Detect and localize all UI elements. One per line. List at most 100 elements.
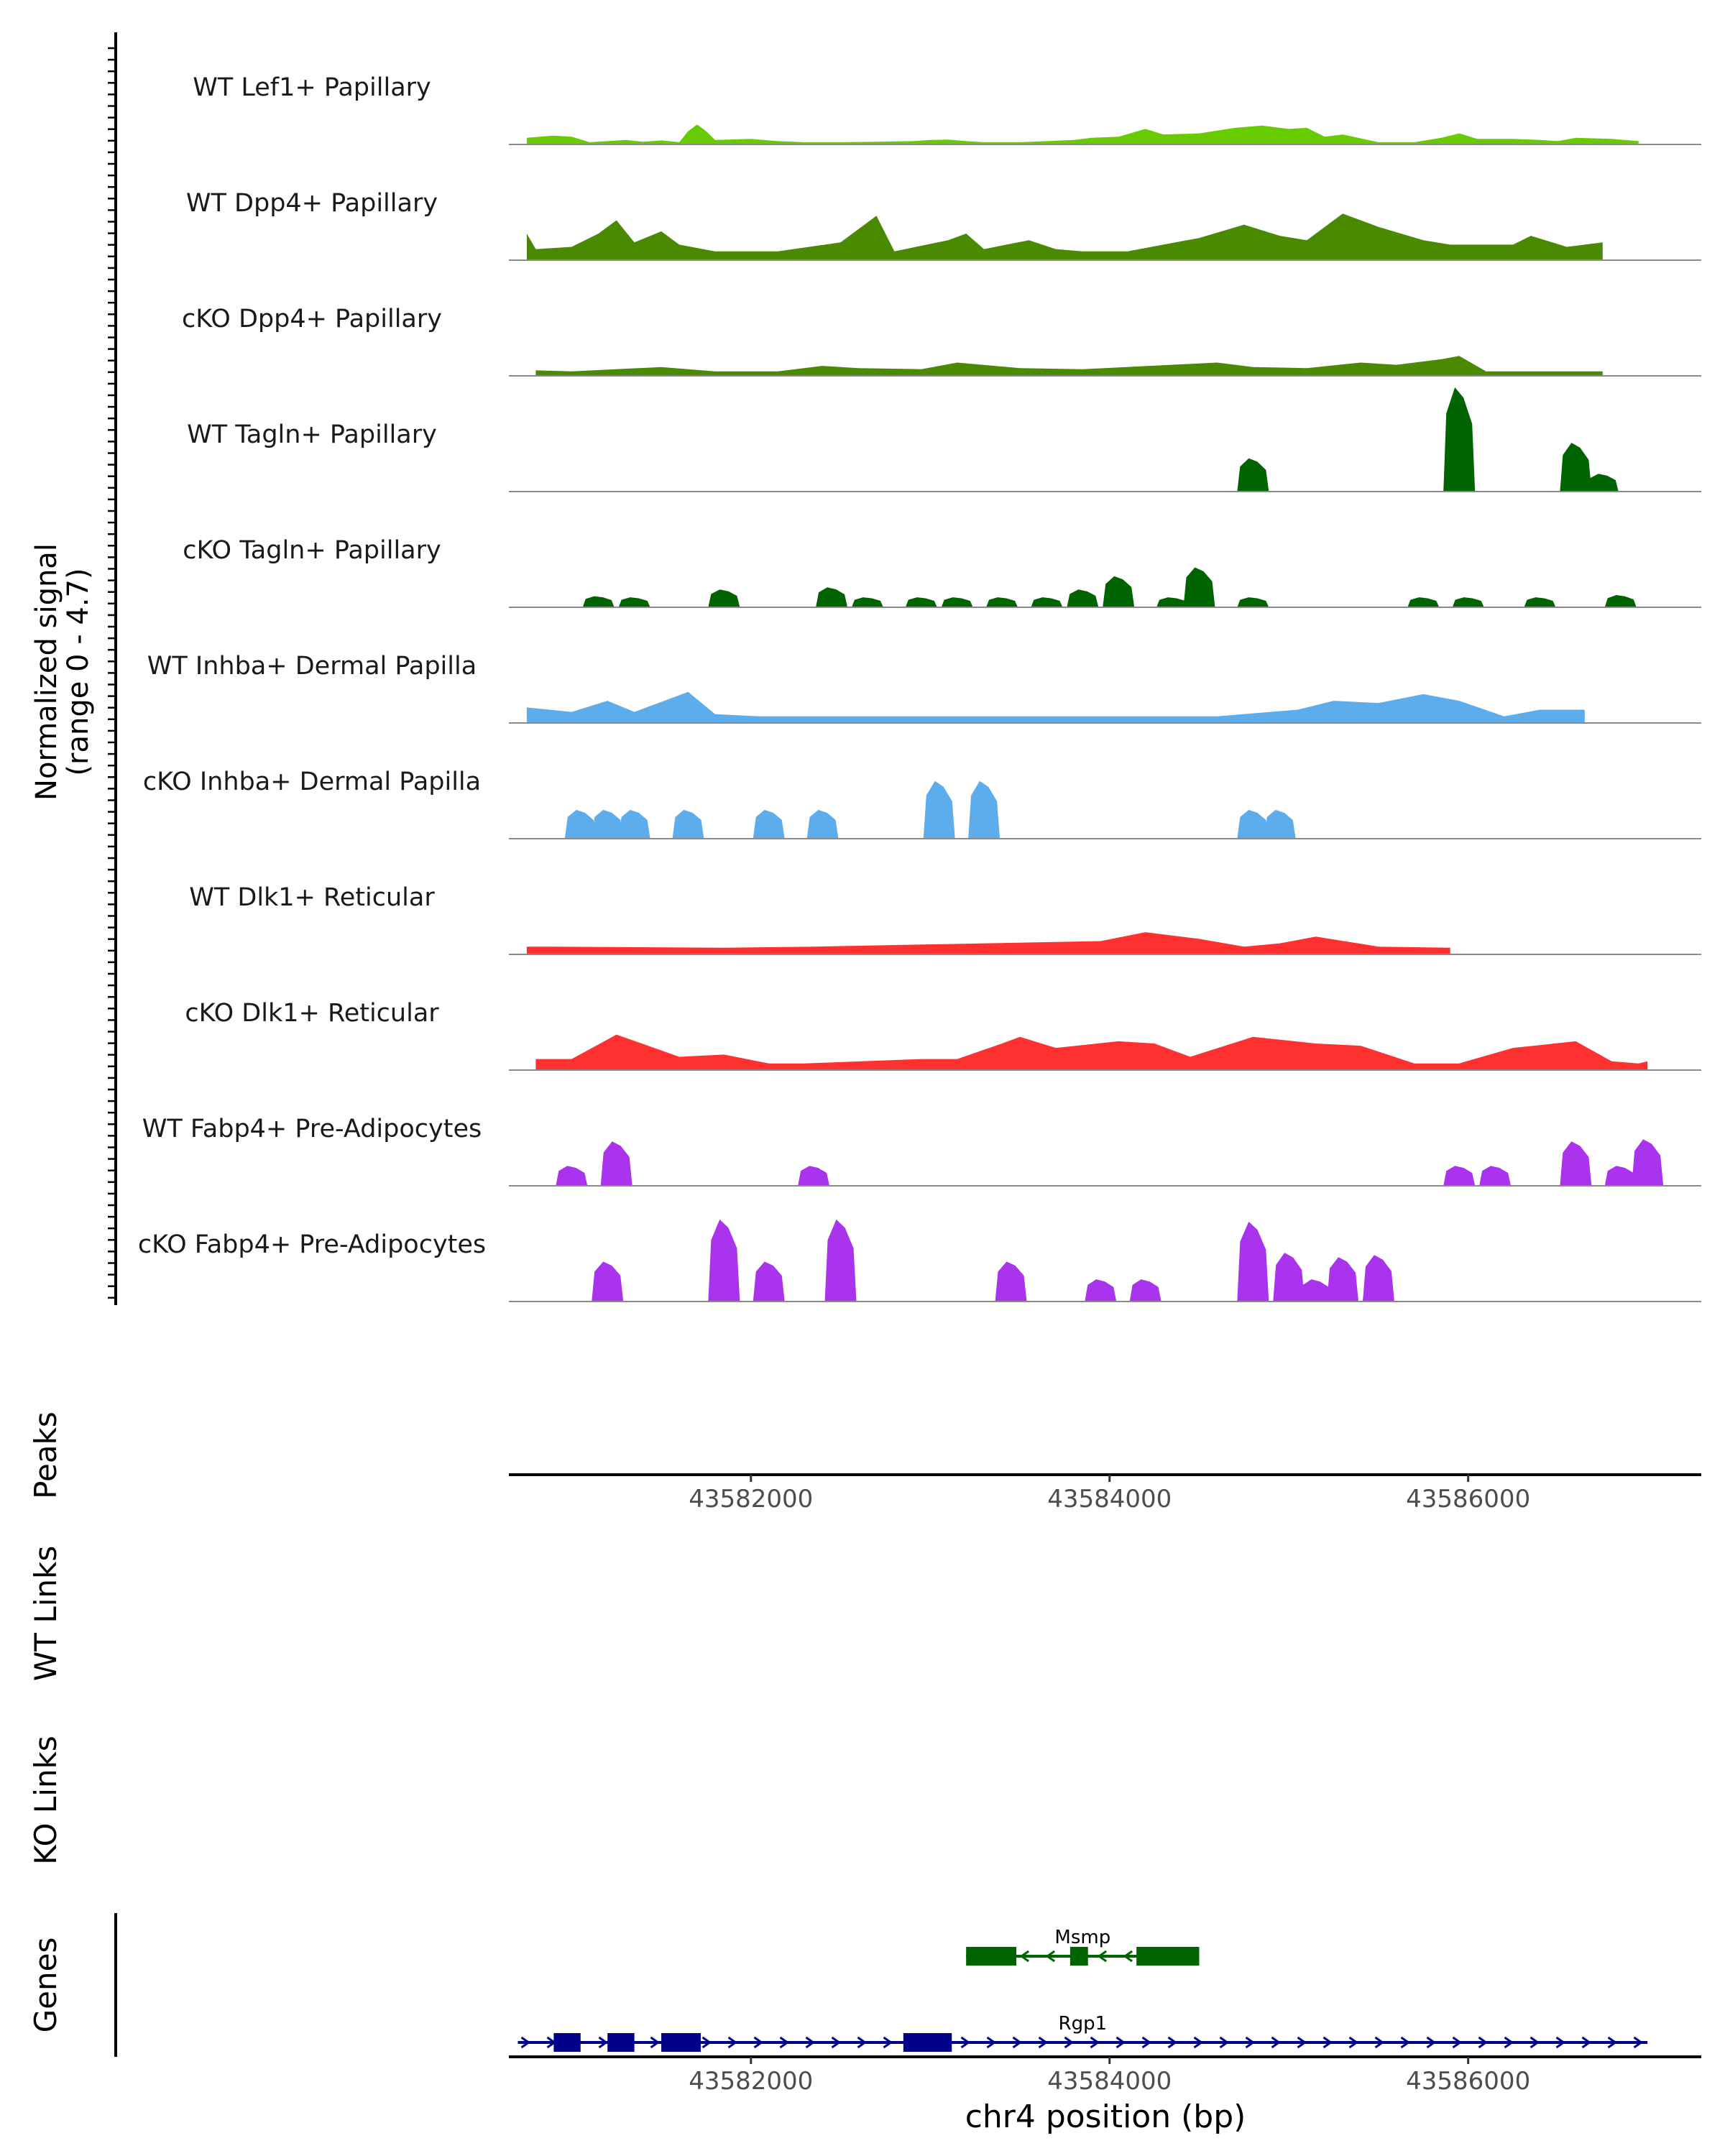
strand-chevron — [805, 2036, 816, 2049]
strand-chevron — [520, 2036, 531, 2049]
coverage-peak — [672, 809, 704, 839]
strand-chevron — [1116, 2036, 1126, 2049]
coverage-peak — [1560, 443, 1592, 492]
strand-chevron — [1633, 2036, 1644, 2049]
coverage-peak — [806, 809, 839, 839]
coverage-peak — [941, 597, 973, 607]
coverage-peak — [1237, 809, 1269, 839]
track-label: WT Dlk1+ Reticular — [189, 883, 435, 912]
strand-chevron — [1219, 2036, 1230, 2049]
strand-chevron — [1530, 2036, 1540, 2049]
coverage-area — [526, 124, 1639, 144]
coverage-y-axis — [108, 32, 117, 1305]
track-2: cKO Dpp4+ Papillary — [182, 305, 1701, 377]
coverage-peak — [1103, 576, 1135, 607]
coverage-peak — [905, 597, 937, 607]
strand-chevron — [831, 2036, 842, 2049]
gene-exon — [1070, 1947, 1088, 1966]
coverage-peak — [1085, 1279, 1117, 1302]
coverage-peak — [1632, 1139, 1664, 1186]
gene-exon — [1136, 1947, 1200, 1966]
coverage-peak — [1031, 597, 1063, 607]
strand-chevron — [1555, 2036, 1566, 2049]
strand-chevron — [1019, 1950, 1030, 1963]
track-label: cKO Fabp4+ Pre-Adipocytes — [138, 1230, 486, 1259]
x-tick-label: 43584000 — [1047, 1485, 1172, 1514]
coverage-peak — [1067, 589, 1099, 607]
track-6: cKO Inhba+ Dermal Papilla — [143, 768, 1701, 839]
coverage-peak — [923, 780, 955, 839]
coverage-peak — [1237, 458, 1269, 492]
strand-chevron — [1348, 2036, 1359, 2049]
coverage-peak — [1586, 474, 1619, 492]
x-tick-label: 43586000 — [1406, 2067, 1530, 2096]
strand-chevron — [1090, 2036, 1100, 2049]
strand-chevron — [598, 2036, 609, 2049]
strand-chevron — [753, 2036, 764, 2049]
strand-chevron — [1400, 2036, 1411, 2049]
coverage-peak — [986, 597, 1018, 607]
coverage-peak — [995, 1261, 1027, 1302]
gene-exon — [966, 1947, 1017, 1966]
coverage-peak — [600, 1141, 632, 1186]
track-3: WT Tagln+ Papillary — [187, 387, 1701, 492]
strand-chevron — [1167, 2036, 1178, 2049]
strand-chevron — [1245, 2036, 1256, 2049]
coverage-peak — [556, 1166, 588, 1186]
strand-chevron — [883, 2036, 893, 2049]
coverage-peak — [824, 1219, 857, 1302]
gene-name: Rgp1 — [1059, 2013, 1108, 2035]
coverage-peak — [1327, 1257, 1359, 1302]
track-label: cKO Tagln+ Papillary — [183, 536, 441, 565]
strand-chevron — [1478, 2036, 1489, 2049]
x-tick-label: 43582000 — [689, 2067, 813, 2096]
strand-chevron — [1141, 2036, 1152, 2049]
gene-name: Msmp — [1054, 1927, 1110, 1948]
track-label: WT Lef1+ Papillary — [193, 73, 431, 102]
strand-chevron — [1607, 2036, 1618, 2049]
coverage-peak — [1362, 1255, 1394, 1302]
strand-chevron — [986, 2036, 997, 2049]
track-7: WT Dlk1+ Reticular — [189, 883, 1701, 955]
coverage-peak — [1604, 595, 1637, 607]
coverage-peak — [753, 1261, 785, 1302]
strand-chevron — [1322, 2036, 1333, 2049]
strand-chevron — [1123, 1950, 1133, 1963]
track-10: cKO Fabp4+ Pre-Adipocytes — [138, 1219, 1701, 1302]
coverage-peak — [1300, 1279, 1332, 1302]
track-label: cKO Dpp4+ Papillary — [182, 305, 442, 333]
coverage-peak — [708, 589, 740, 607]
coverage-peak — [618, 809, 650, 839]
genes-panel-label: Genes — [28, 1938, 63, 2033]
x-tick-label: 43584000 — [1047, 2067, 1172, 2096]
wt-links-panel-label: WT Links — [28, 1546, 63, 1681]
track-label: WT Inhba+ Dermal Papilla — [147, 652, 477, 681]
coverage-area — [535, 356, 1603, 376]
track-5: WT Inhba+ Dermal Papilla — [147, 652, 1701, 724]
genes-x-axis-ticks: 43582000 43584000 43586000 — [689, 2057, 1530, 2096]
coverage-peak — [1479, 1166, 1512, 1186]
strand-chevron — [857, 2036, 868, 2049]
gene-rgp1: Rgp1 — [518, 2013, 1648, 2052]
strand-chevron — [1581, 2036, 1592, 2049]
track-label: cKO Inhba+ Dermal Papilla — [143, 768, 481, 796]
coverage-tracks: WT Lef1+ Papillary WT Dpp4+ Papillary cKO … — [138, 73, 1701, 1302]
coverage-peak — [1443, 387, 1476, 492]
track-label: cKO Dlk1+ Reticular — [185, 999, 439, 1028]
coverage-peak — [1560, 1141, 1592, 1186]
strand-chevron — [779, 2036, 790, 2049]
coverage-peak — [1524, 597, 1556, 607]
gene-exon — [903, 2033, 952, 2052]
coverage-peak — [564, 809, 597, 839]
strand-chevron — [960, 2036, 971, 2049]
strand-chevron — [1097, 1950, 1108, 1963]
coverage-peak — [708, 1219, 740, 1302]
strand-chevron — [1452, 2036, 1463, 2049]
peaks-panel-label: Peaks — [28, 1411, 63, 1499]
coverage-peak — [592, 809, 624, 839]
coverage-peak — [968, 780, 1000, 839]
strand-chevron — [1064, 2036, 1075, 2049]
track-1: WT Dpp4+ Papillary — [186, 189, 1701, 261]
track-label: WT Tagln+ Papillary — [187, 420, 437, 449]
track-label: WT Dpp4+ Papillary — [186, 189, 438, 218]
